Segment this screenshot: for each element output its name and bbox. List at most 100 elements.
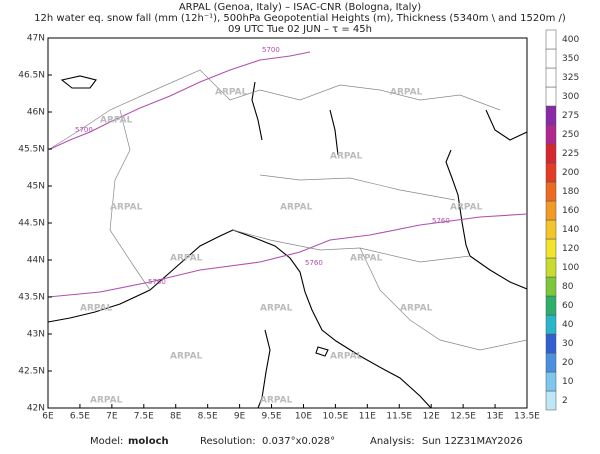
title-line: 12h water eq. snow fall (mm (12h⁻¹), 500…: [34, 13, 566, 24]
y-tick-label: 47N: [27, 34, 45, 44]
footer-value: moloch: [128, 436, 169, 447]
colorbar-swatch: [545, 314, 557, 335]
footer-value: Sun 12Z31MAY2026: [422, 436, 523, 447]
x-tick-label: 12.5E: [450, 412, 476, 422]
colorbar-label: 200: [562, 168, 579, 178]
colorbar-swatch: [545, 219, 557, 240]
colorbar-swatch: [545, 257, 557, 278]
colorbar-label: 80: [562, 282, 574, 292]
colorbar-label: 120: [562, 244, 579, 254]
colorbar-label: 350: [562, 54, 579, 64]
x-tick-label: 7.5E: [134, 412, 154, 422]
colorbar-swatch: [545, 200, 557, 221]
x-tick-label: 9.5E: [262, 412, 282, 422]
colorbar-swatch: [545, 162, 557, 183]
colorbar-label: 140: [562, 225, 579, 235]
colorbar-label: 10: [562, 377, 574, 387]
y-tick-label: 43.5N: [18, 293, 45, 303]
colorbar-swatch: [545, 371, 557, 392]
watermark: ARPAL: [215, 88, 248, 98]
watermark: ARPAL: [350, 254, 383, 264]
y-tick-label: 46.5N: [18, 71, 45, 81]
watermark: ARPAL: [330, 152, 363, 162]
colorbar-label: 180: [562, 187, 579, 197]
colorbar-label: 160: [562, 206, 579, 216]
footer-value: 0.037°x0.028°: [262, 436, 335, 447]
x-tick-label: 10.5E: [323, 412, 349, 422]
title-line: 09 UTC Tue 02 JUN – τ = 45h: [228, 24, 372, 35]
colorbar-label: 400: [562, 35, 579, 45]
y-tick-label: 44N: [27, 256, 45, 266]
colorbar-label: 2: [562, 396, 568, 406]
colorbar-swatch: [545, 48, 557, 69]
x-tick-label: 11.5E: [386, 412, 412, 422]
x-tick-label: 12E: [423, 412, 440, 422]
colorbar-swatch: [545, 295, 557, 316]
x-tick-label: 13E: [486, 412, 503, 422]
x-tick-label: 9E: [234, 412, 246, 422]
y-tick-label: 45.5N: [18, 145, 45, 155]
watermark: ARPAL: [80, 304, 113, 314]
colorbar-swatch: [545, 352, 557, 373]
x-tick-label: 10E: [295, 412, 312, 422]
y-tick-label: 42.5N: [18, 367, 45, 377]
contour-label: 5760: [148, 278, 166, 286]
colorbar-label: 60: [562, 301, 574, 311]
footer-label: Model:: [90, 436, 123, 447]
watermark: ARPAL: [260, 304, 293, 314]
x-tick-label: 7E: [106, 412, 118, 422]
colorbar-label: 300: [562, 92, 579, 102]
y-tick-label: 42N: [27, 404, 45, 414]
watermark: ARPAL: [170, 352, 203, 362]
footer-label: Analysis:: [370, 436, 415, 447]
colorbar-swatch: [545, 29, 557, 50]
y-tick-label: 44.5N: [18, 219, 45, 229]
footer-label: Resolution:: [200, 436, 256, 447]
watermark: ARPAL: [400, 304, 433, 314]
colorbar-swatch: [545, 333, 557, 354]
colorbar-swatch: [545, 124, 557, 145]
colorbar-label: 250: [562, 130, 579, 140]
y-tick-label: 45N: [27, 182, 45, 192]
title-line: ARPAL (Genoa, Italy) – ISAC-CNR (Bologna…: [179, 2, 421, 13]
colorbar-swatch: [545, 143, 557, 164]
colorbar-label: 325: [562, 73, 579, 83]
x-tick-label: 8E: [170, 412, 182, 422]
colorbar-label: 225: [562, 149, 579, 159]
colorbar-swatch: [545, 181, 557, 202]
contour-label: 5760: [305, 259, 323, 267]
map-lines: [47, 51, 528, 409]
colorbar-swatch: [545, 390, 557, 411]
contour-label: 5700: [262, 46, 280, 54]
colorbar-swatch: [545, 238, 557, 259]
watermark: ARPAL: [280, 203, 313, 213]
x-tick-label: 6.5E: [70, 412, 90, 422]
colorbar-swatch: [545, 105, 557, 126]
colorbar-label: 40: [562, 320, 574, 330]
contour-label: 5700: [75, 126, 93, 134]
y-tick-label: 46N: [27, 108, 45, 118]
watermark: ARPAL: [90, 396, 123, 406]
watermark: ARPAL: [100, 116, 133, 126]
x-tick-label: 13.5E: [514, 412, 540, 422]
map-frame: [47, 37, 528, 409]
watermark: ARPAL: [390, 88, 423, 98]
watermark: ARPAL: [260, 396, 293, 406]
colorbar-label: 100: [562, 263, 579, 273]
colorbar-label: 20: [562, 358, 574, 368]
watermark: ARPAL: [330, 352, 363, 362]
colorbar-swatch: [545, 86, 557, 107]
x-tick-label: 8.5E: [198, 412, 218, 422]
watermark: ARPAL: [110, 203, 143, 213]
x-tick-label: 11E: [359, 412, 376, 422]
colorbar-label: 275: [562, 111, 579, 121]
watermark: ARPAL: [170, 254, 203, 264]
colorbar-swatch: [545, 67, 557, 88]
footer: Model: moloch Resolution: 0.037°x0.028° …: [90, 436, 523, 447]
colorbar-swatch: [545, 276, 557, 297]
y-tick-label: 43N: [27, 330, 45, 340]
colorbar-label: 30: [562, 339, 574, 349]
x-tick-label: 6E: [42, 412, 54, 422]
watermark: ARPAL: [450, 203, 483, 213]
